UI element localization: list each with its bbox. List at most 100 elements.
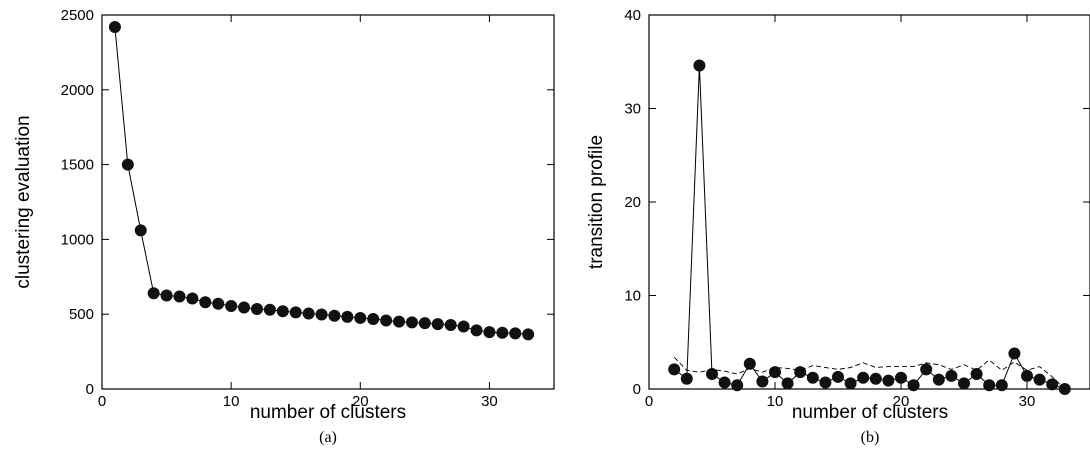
data-point-b — [731, 379, 744, 392]
y-tick-label-b: 30 — [624, 101, 641, 118]
data-point-a — [238, 301, 251, 314]
data-point-a — [457, 320, 470, 333]
data-point-a — [263, 303, 276, 316]
data-point-b — [895, 371, 907, 384]
data-point-a — [147, 287, 160, 300]
data-point-a — [405, 316, 418, 329]
data-point-a — [509, 327, 522, 340]
data-point-a — [302, 307, 315, 320]
data-point-a — [380, 314, 393, 327]
data-point-b — [743, 357, 756, 370]
x-axis-label-a: number of clusters — [250, 402, 406, 423]
y-tick-label-a: 0 — [86, 381, 94, 398]
y-tick-label-b: 0 — [633, 381, 641, 398]
data-point-b — [995, 379, 1008, 392]
series-line-b-0 — [673, 65, 1065, 390]
data-point-b — [794, 366, 807, 379]
panel-b: 0 10 20 30 0 10 20 30 40 number of clusters tran… — [586, 7, 1090, 446]
data-point-b — [1021, 369, 1033, 382]
data-point-b — [680, 372, 693, 385]
x-tick-label-a: 10 — [223, 393, 240, 410]
y-tick-label-b: 10 — [624, 288, 641, 305]
data-point-a — [276, 305, 289, 318]
data-point-b — [844, 377, 857, 390]
data-point-a — [444, 318, 457, 331]
data-point-a — [173, 290, 186, 303]
y-tick-label-a: 2000 — [61, 82, 94, 99]
data-point-a — [393, 315, 406, 328]
data-point-a — [315, 308, 328, 321]
y-axis-label-a: clustering evaluation — [13, 115, 34, 288]
data-point-a — [431, 318, 444, 331]
x-tick-label-b: 10 — [767, 393, 784, 410]
data-point-b — [970, 368, 983, 381]
y-tick-label-a: 1500 — [61, 157, 94, 174]
data-point-a — [121, 158, 134, 171]
x-tick-label-b: 20 — [893, 393, 910, 410]
data-point-a — [418, 317, 431, 330]
plot-frame-b — [648, 14, 1090, 390]
data-point-b — [706, 368, 718, 381]
x-axis-label-b: number of clusters — [792, 402, 948, 423]
caption-b: (b) — [861, 429, 880, 446]
data-point-b — [857, 371, 870, 384]
data-point-b — [756, 375, 769, 388]
y-tick-label-a: 2500 — [61, 7, 94, 24]
data-point-b — [781, 377, 794, 390]
data-point-a — [496, 326, 509, 339]
data-point-a — [160, 289, 173, 302]
series-line-a-0 — [114, 26, 529, 335]
data-point-b — [832, 370, 844, 383]
data-point-a — [328, 309, 341, 322]
data-point-b — [882, 374, 895, 387]
data-point-a — [483, 326, 496, 339]
data-point-b — [668, 363, 681, 376]
data-point-b — [932, 373, 945, 386]
series-line-b-1 — [673, 356, 1066, 390]
data-point-a — [470, 324, 483, 337]
data-point-b — [1033, 373, 1046, 386]
data-point-b — [907, 379, 920, 392]
series-b — [668, 59, 1071, 395]
y-tick-label-a: 500 — [69, 306, 94, 323]
data-point-a — [289, 306, 302, 319]
plot-frame-a — [101, 14, 555, 390]
series-a — [108, 20, 535, 341]
data-point-a — [134, 224, 147, 237]
y-tick-label-b: 20 — [624, 194, 641, 211]
ticks-a: 0 10 20 30 0 500 1000 1500 2000 2500 — [61, 7, 554, 410]
panel-a: 0 10 20 30 0 500 1000 1500 2000 2500 number of cl… — [13, 7, 555, 446]
data-point-b — [819, 376, 832, 389]
data-point-b — [920, 363, 933, 376]
data-point-b — [945, 369, 958, 382]
data-point-a — [341, 310, 354, 323]
data-point-a — [367, 312, 380, 325]
data-point-b — [693, 59, 706, 72]
y-axis-label-b: transition profile — [586, 135, 607, 269]
x-tick-label-b: 0 — [645, 393, 653, 410]
data-point-b — [958, 377, 970, 390]
x-tick-label-a: 20 — [352, 393, 369, 410]
ticks-b: 0 10 20 30 0 10 20 30 40 — [624, 7, 1090, 410]
data-point-b — [1046, 378, 1059, 391]
data-point-a — [250, 302, 263, 315]
data-point-a — [522, 328, 535, 341]
data-point-b — [869, 372, 882, 385]
data-point-a — [354, 311, 367, 324]
x-tick-label-b: 30 — [1019, 393, 1036, 410]
x-tick-label-a: 0 — [98, 393, 106, 410]
x-tick-label-a: 30 — [481, 393, 498, 410]
data-point-a — [108, 20, 121, 33]
data-point-b — [806, 371, 819, 384]
y-tick-label-a: 1000 — [61, 231, 94, 248]
data-point-b — [718, 376, 731, 389]
data-point-a — [186, 292, 199, 305]
data-point-a — [212, 297, 225, 310]
data-point-a — [225, 299, 238, 312]
caption-a: (a) — [319, 429, 337, 446]
y-tick-label-b: 40 — [624, 7, 641, 24]
data-point-a — [199, 296, 212, 309]
data-point-b — [769, 366, 781, 379]
data-point-b — [1008, 347, 1021, 360]
